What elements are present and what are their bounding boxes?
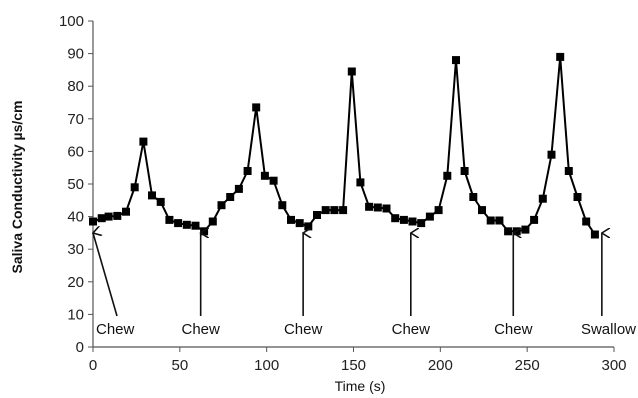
data-point (313, 211, 321, 219)
data-point (165, 215, 174, 224)
data-point (556, 52, 565, 61)
data-point (156, 197, 165, 206)
data-point (260, 171, 269, 180)
x-tick-label: 250 (515, 357, 540, 374)
y-tick-label: 90 (67, 46, 84, 63)
data-point (495, 216, 504, 225)
y-tick-label: 30 (67, 241, 84, 258)
data-point (321, 206, 330, 215)
data-point (434, 206, 443, 215)
y-tick-label: 70 (67, 111, 84, 128)
data-point (347, 67, 356, 76)
data-point (243, 167, 252, 175)
x-axis-title: Time (s) (335, 378, 386, 394)
data-point (295, 219, 304, 228)
data-point (382, 204, 391, 213)
data-point (191, 221, 200, 230)
data-point (122, 207, 130, 216)
data-point (97, 214, 106, 223)
y-tick-label: 0 (76, 339, 84, 356)
data-point (339, 206, 348, 215)
annotation-label: Chew (181, 321, 220, 338)
y-tick-label: 20 (67, 274, 84, 291)
data-point (425, 212, 434, 221)
data-point (564, 167, 573, 175)
data-point (182, 220, 191, 229)
data-point (139, 137, 148, 146)
data-point (208, 217, 217, 226)
data-point (217, 201, 226, 210)
data-point (582, 217, 591, 226)
annotations: Chew Chew Chew Chew Chew Swallow (93, 233, 636, 338)
data-point (573, 193, 582, 201)
x-tick-label: 100 (254, 357, 279, 374)
annotation-arrow (93, 233, 118, 317)
y-tick-label: 80 (67, 78, 84, 95)
data-point (174, 219, 183, 228)
data-point (486, 216, 495, 225)
annotation-label: Chew (284, 321, 323, 338)
data-point (460, 167, 469, 175)
data-point (252, 103, 261, 112)
data-point (304, 222, 313, 231)
tick-labels: 0 10 20 30 40 50 60 70 80 90 100 0 50 100 150 200 250 300 (59, 13, 627, 374)
data-point (104, 212, 113, 221)
data-point (417, 219, 426, 228)
annotation-label: Chew (392, 321, 431, 338)
data-point (590, 230, 599, 239)
x-tick-label: 150 (341, 357, 366, 374)
data-point (443, 171, 452, 180)
data-point (113, 211, 122, 220)
annotation-label: Chew (494, 321, 533, 338)
data-point (408, 217, 417, 226)
data-point (469, 193, 478, 201)
y-tick-label: 10 (67, 306, 84, 323)
data-point (521, 225, 530, 234)
data-point (365, 202, 374, 211)
data-point (478, 206, 486, 215)
x-tick-label: 200 (428, 357, 453, 374)
data-point (356, 178, 365, 187)
x-tick-label: 300 (601, 357, 626, 374)
data-points (89, 52, 599, 239)
data-point (269, 176, 278, 185)
x-tick-label: 50 (171, 357, 188, 374)
data-point (330, 206, 339, 215)
data-point (278, 201, 287, 210)
x-tick-label: 0 (89, 357, 97, 374)
data-point (391, 214, 400, 223)
y-axis-title: Saliva Conductivity µs/cm (9, 100, 25, 273)
data-point (504, 227, 513, 236)
data-point (530, 215, 539, 224)
annotation-label: Swallow (581, 321, 636, 338)
data-point (148, 191, 156, 200)
data-point (226, 193, 235, 201)
data-point (452, 56, 460, 65)
y-tick-label: 40 (67, 209, 84, 226)
data-point (234, 184, 243, 193)
data-point (538, 194, 547, 203)
data-point (547, 150, 556, 159)
data-point (89, 217, 97, 226)
data-point (373, 203, 382, 212)
y-tick-label: 60 (67, 143, 84, 160)
y-tick-label: 100 (59, 13, 84, 30)
data-point (130, 183, 139, 192)
data-point (287, 215, 295, 224)
y-tick-label: 50 (67, 176, 84, 193)
annotation-label: Chew (96, 321, 135, 338)
data-point (399, 215, 408, 224)
